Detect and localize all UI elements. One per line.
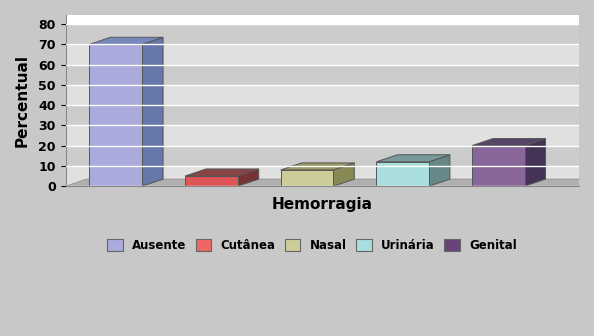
Bar: [281, 170, 333, 186]
Bar: [65, 146, 579, 166]
Polygon shape: [429, 155, 450, 186]
Polygon shape: [238, 169, 259, 186]
Polygon shape: [377, 155, 450, 162]
Bar: [65, 85, 579, 105]
X-axis label: Hemorragia: Hemorragia: [272, 197, 373, 212]
Polygon shape: [333, 163, 354, 186]
Polygon shape: [281, 163, 354, 170]
Polygon shape: [90, 37, 163, 44]
Bar: [472, 146, 525, 186]
Polygon shape: [185, 169, 259, 176]
Polygon shape: [525, 138, 545, 186]
Bar: [185, 176, 238, 186]
Bar: [65, 105, 579, 125]
Y-axis label: Percentual: Percentual: [15, 54, 30, 147]
Bar: [65, 166, 579, 186]
Bar: [65, 65, 579, 85]
Bar: [65, 125, 579, 146]
Polygon shape: [142, 37, 163, 186]
Bar: [90, 44, 142, 186]
Bar: [65, 24, 579, 44]
Bar: [377, 162, 429, 186]
Bar: [65, 44, 579, 65]
Polygon shape: [472, 138, 545, 146]
Polygon shape: [65, 179, 594, 186]
Legend: Ausente, Cutânea, Nasal, Urinária, Genital: Ausente, Cutânea, Nasal, Urinária, Genit…: [104, 236, 520, 256]
